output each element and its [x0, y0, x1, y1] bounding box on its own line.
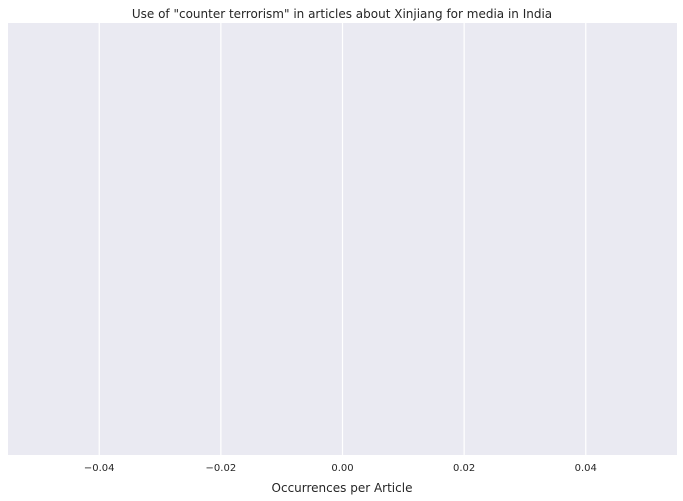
x-tick-label: 0.02 [453, 463, 475, 474]
x-tick-label: 0.00 [331, 463, 353, 474]
chart-title: Use of "counter terrorism" in articles a… [132, 7, 552, 21]
x-tick-label: −0.04 [84, 463, 115, 474]
x-axis-label: Occurrences per Article [272, 481, 413, 495]
gridlines [98, 23, 587, 455]
x-tick-label: −0.02 [206, 463, 237, 474]
x-tick-labels: −0.04 −0.02 0.00 0.02 0.04 [84, 463, 597, 474]
x-tick-label: 0.04 [575, 463, 597, 474]
